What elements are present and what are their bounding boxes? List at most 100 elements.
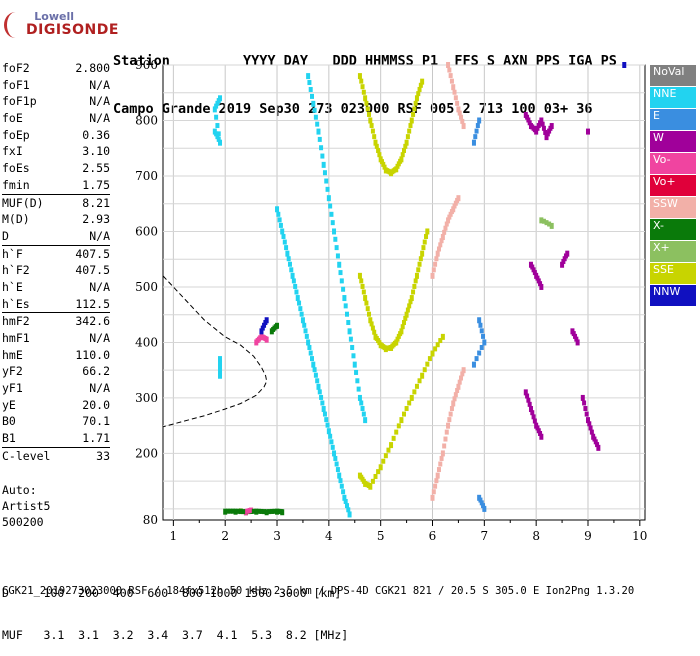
data-point-fill [317,389,322,395]
data-point [280,228,285,235]
data-point-fill [541,125,546,131]
data-point-fill [418,256,423,262]
data-point-fill [328,433,333,439]
data-point-fill [359,278,364,284]
data-point-fill [412,283,417,289]
legend-item: NNE [650,87,696,108]
data-point-fill [584,411,589,417]
data-point-fill [402,148,406,154]
data-point [435,250,440,257]
data-point [420,78,425,85]
data-point-fill [421,245,426,251]
data-point-fill [422,239,427,245]
data-point [342,494,347,501]
data-point-fill [258,335,263,341]
x-tick-label: 9 [584,529,592,543]
data-point [212,106,217,113]
data-point-fill [538,430,543,436]
param-value: 66.2 [82,364,110,379]
doppler-direction-legend: NoVal NNE E W Vo- Vo+ SSW X- X+ SSE NNW [650,65,696,307]
data-point-fill [348,336,353,342]
data-point [430,494,435,501]
data-point-fill [272,508,277,514]
y-tick-label: 80 [143,513,158,527]
data-point-fill [436,467,441,473]
data-point-fill [396,333,401,339]
data-point [295,295,300,302]
data-point-fill [334,461,339,467]
param-name: hmE [2,347,23,362]
data-point-fill [260,325,265,331]
data-point-fill [443,436,448,442]
data-point-fill [392,167,397,173]
data-point-fill [589,429,594,435]
data-point-fill [259,508,264,514]
y-tick-label: 500 [135,280,158,294]
data-point-fill [361,411,366,417]
data-point-fill [455,100,460,106]
data-point-fill [439,455,444,461]
data-point-fill [400,152,405,158]
param-name: yE [2,397,16,412]
legend-item: NoVal [650,65,696,86]
data-point-fill [532,127,537,133]
data-point-fill [442,443,447,449]
data-point-fill [538,281,543,287]
data-point-fill [218,364,223,370]
data-point-fill [449,209,454,215]
data-point-fill [214,114,219,120]
data-point-fill [359,78,364,84]
param-separator [2,312,110,314]
data-point [549,222,554,229]
data-point [539,433,544,440]
data-point-fill [277,217,282,223]
data-point-fill [547,128,552,134]
data-point-fill [267,509,272,515]
data-point-fill [545,131,550,137]
param-value: 2.800 [75,61,110,75]
data-point-fill [370,128,375,134]
data-point [414,95,419,102]
data-point-fill [377,340,382,346]
data-point-fill [333,236,338,242]
data-point-fill [343,498,348,504]
data-point-fill [475,123,480,129]
muf-table-muf-row: MUF 3.1 3.1 3.2 3.4 3.7 4.1 5.3 8.2 [MHz… [2,628,349,642]
data-point-fill [453,392,458,398]
data-point [342,295,347,302]
data-point-fill [293,283,298,289]
data-point-fill [592,436,597,442]
data-point-fill [543,129,548,135]
data-point [440,234,445,241]
data-point [363,95,368,102]
data-point-fill [324,417,329,423]
param-name: foE [2,111,23,126]
data-point-fill [435,342,440,348]
data-point-fill [563,253,568,259]
data-point-fill [449,78,454,84]
data-point-fill [452,203,457,209]
data-point-fill [525,114,530,120]
data-point-fill [383,453,388,459]
data-point [285,250,290,257]
param-row: hmF2 342.6 [2,313,110,330]
data-point-fill [320,400,325,406]
param-value: 0.36 [82,127,110,142]
data-point [218,139,223,146]
data-point-fill [593,439,598,445]
param-name: foF1p [2,94,37,109]
data-point-fill [286,256,291,262]
data-point-fill [338,270,343,276]
data-point-fill [367,111,372,117]
data-point-fill [535,425,540,431]
data-point [218,356,223,363]
param-separator [2,193,110,195]
data-point-fill [361,478,366,484]
param-value: 407.5 [75,263,110,278]
param-name: C-level [2,448,51,463]
data-point [223,508,228,515]
y-tick-label: 400 [135,335,158,349]
data-point-fill [536,123,541,129]
param-value: N/A [89,77,110,92]
param-row: D N/A [2,228,110,245]
